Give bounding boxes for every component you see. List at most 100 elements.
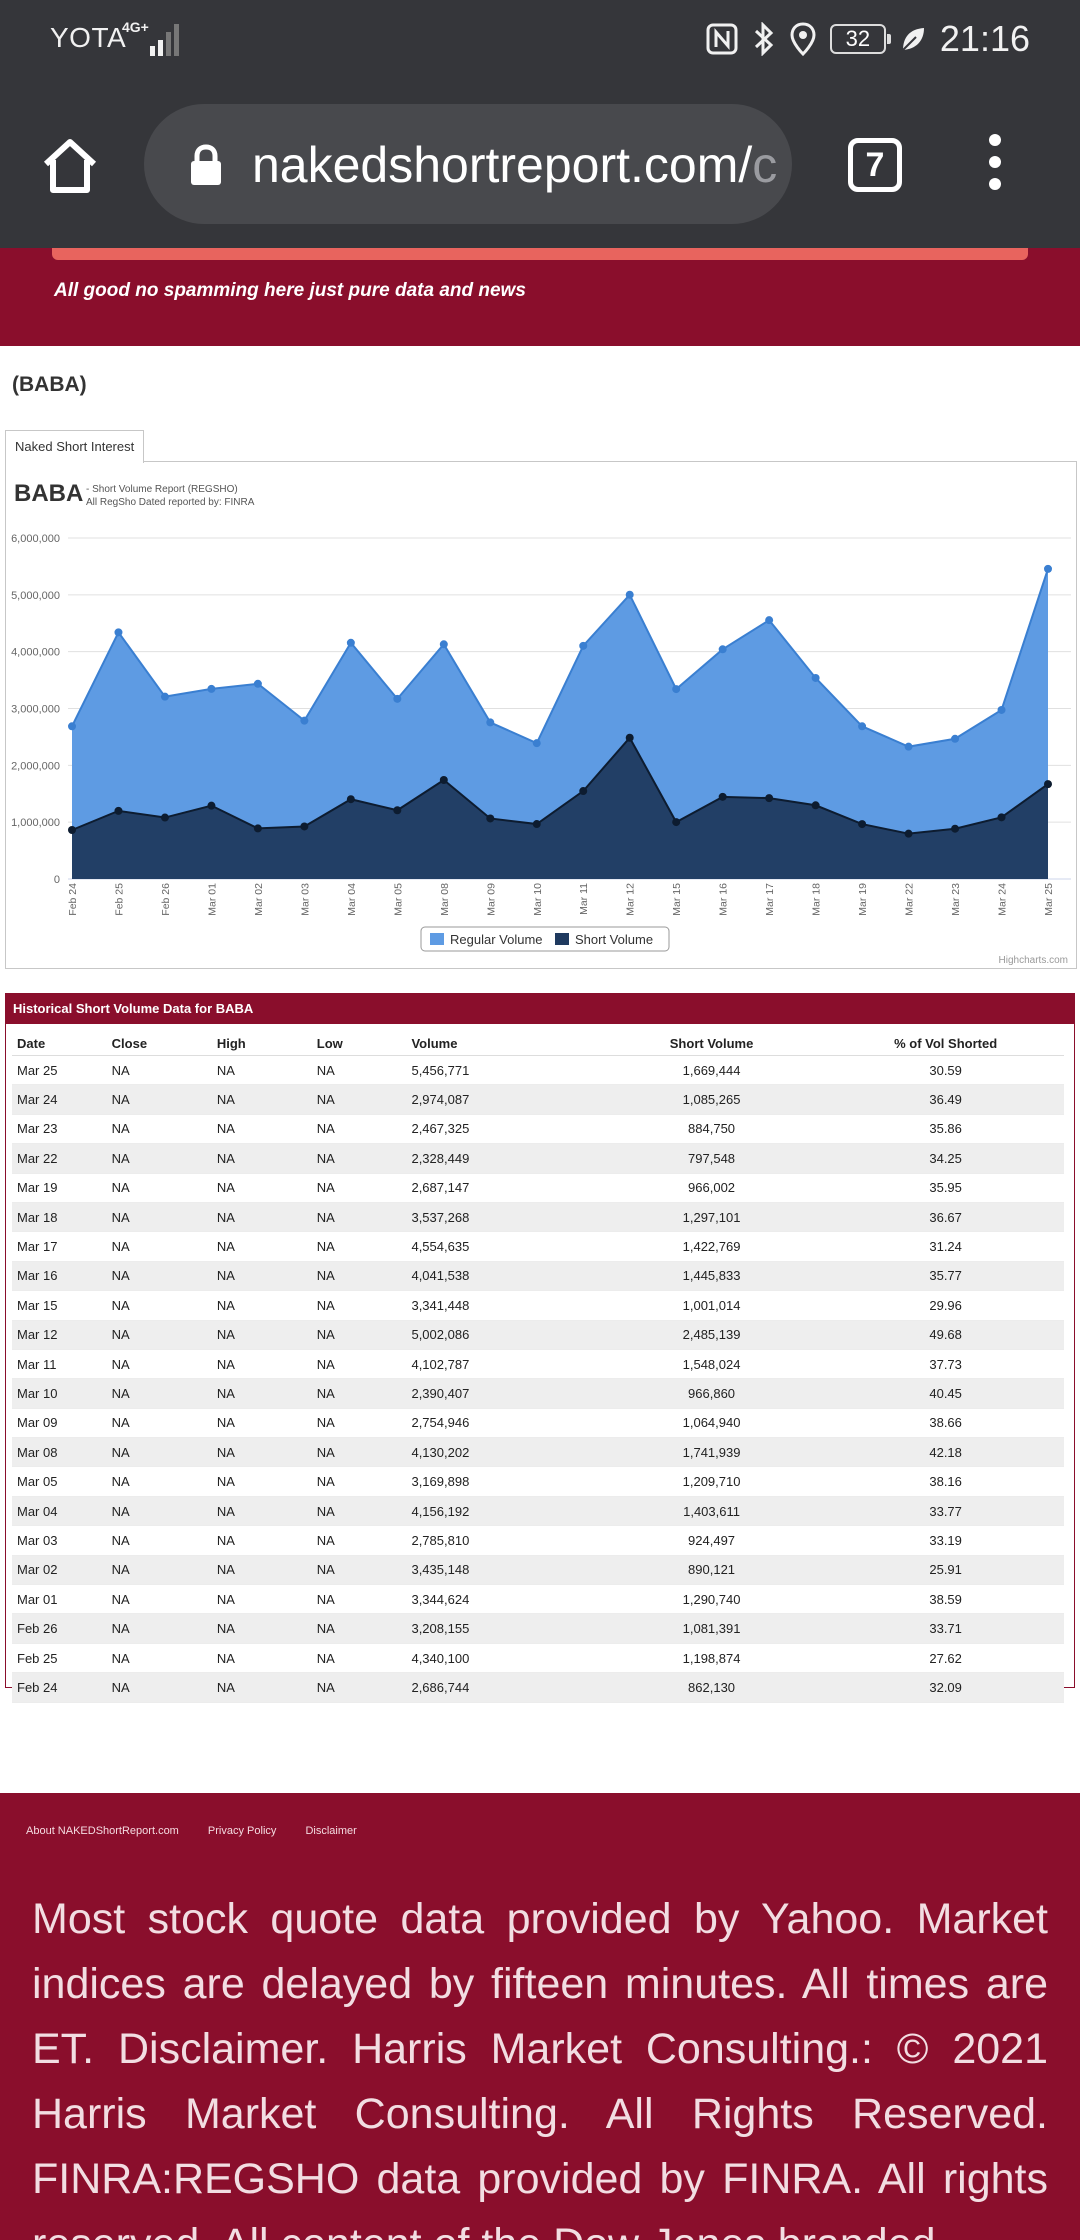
cell-low: NA — [311, 1672, 407, 1703]
short-volume-point[interactable] — [160, 813, 169, 822]
volume-chart: BABA - Short Volume Report (REGSHO) All … — [11, 480, 1071, 966]
cell-short-volume: 1,669,444 — [595, 1055, 828, 1086]
cell-low: NA — [311, 1496, 407, 1527]
cell-pct-shorted: 38.66 — [827, 1408, 1064, 1439]
regular-volume-point[interactable] — [207, 684, 216, 693]
short-volume-point[interactable] — [300, 822, 309, 831]
cell-volume: 3,208,155 — [406, 1613, 596, 1644]
short-volume-point[interactable] — [951, 824, 960, 833]
short-volume-point[interactable] — [765, 794, 774, 803]
x-tick-label: Mar 19 — [857, 883, 869, 916]
short-volume-point[interactable] — [486, 814, 495, 823]
cell-date: Feb 26 — [12, 1613, 107, 1644]
cell-low: NA — [311, 1143, 407, 1174]
cell-volume: 2,785,810 — [406, 1525, 596, 1556]
address-bar[interactable]: nakedshortreport.com/c — [144, 104, 792, 224]
cell-short-volume: 1,297,101 — [595, 1202, 828, 1233]
regular-volume-point[interactable] — [997, 705, 1006, 714]
short-volume-point[interactable] — [625, 733, 634, 742]
regular-volume-point[interactable] — [904, 742, 913, 751]
cell-close: NA — [106, 1290, 212, 1321]
y-tick-label: 0 — [54, 874, 60, 886]
regular-volume-point[interactable] — [300, 716, 309, 725]
regular-volume-point[interactable] — [765, 616, 774, 625]
short-volume-point[interactable] — [997, 813, 1006, 822]
cell-date: Mar 09 — [12, 1408, 107, 1439]
short-volume-point[interactable] — [579, 787, 588, 796]
short-volume-point[interactable] — [718, 792, 727, 801]
regular-volume-point[interactable] — [672, 685, 681, 694]
regular-volume-point[interactable] — [858, 722, 867, 731]
cell-high: NA — [211, 1231, 312, 1262]
table-row: Mar 01 NA NA NA 3,344,624 1,290,740 38.59 — [12, 1584, 1064, 1615]
regular-volume-point[interactable] — [393, 694, 402, 703]
x-tick-label: Mar 18 — [811, 883, 823, 916]
regular-volume-point[interactable] — [68, 722, 76, 731]
banner-tagline: All good no spamming here just pure data… — [54, 280, 526, 301]
regular-volume-point[interactable] — [253, 679, 262, 688]
short-volume-point[interactable] — [811, 801, 820, 810]
tab-naked-short-interest[interactable]: Naked Short Interest — [5, 430, 145, 463]
footer-link-about[interactable]: About NAKEDShortReport.com — [26, 1825, 179, 1837]
cell-date: Mar 18 — [12, 1202, 107, 1233]
footer-disclaimer-text: Most stock quote data provided by Yahoo.… — [32, 1895, 1048, 2240]
regular-volume-point[interactable] — [579, 641, 588, 650]
regular-volume-point[interactable] — [532, 739, 541, 748]
cell-low: NA — [311, 1643, 407, 1674]
regular-volume-point[interactable] — [1044, 564, 1052, 573]
cell-low: NA — [311, 1466, 407, 1497]
home-icon[interactable] — [38, 134, 102, 198]
regular-volume-point[interactable] — [114, 628, 123, 637]
regular-volume-point[interactable] — [160, 692, 169, 701]
short-volume-point[interactable] — [393, 806, 402, 815]
cell-low: NA — [311, 1320, 407, 1350]
regular-volume-point[interactable] — [718, 645, 727, 654]
cell-pct-shorted: 42.18 — [827, 1437, 1064, 1468]
cell-date: Mar 25 — [12, 1055, 107, 1086]
regular-volume-point[interactable] — [439, 640, 448, 649]
short-volume-point[interactable] — [207, 801, 216, 810]
short-volume-point[interactable] — [114, 806, 123, 815]
cell-close: NA — [106, 1055, 212, 1086]
short-volume-point[interactable] — [532, 820, 541, 829]
footer-link-disclaimer[interactable]: Disclaimer — [305, 1825, 357, 1837]
regular-volume-point[interactable] — [951, 734, 960, 743]
short-volume-point[interactable] — [1044, 780, 1052, 789]
short-volume-point[interactable] — [904, 829, 913, 838]
y-tick-label: 1,000,000 — [11, 817, 60, 829]
cell-close: NA — [106, 1496, 212, 1527]
regular-volume-point[interactable] — [486, 718, 495, 727]
chart-credit[interactable]: Highcharts.com — [999, 955, 1068, 966]
cell-volume: 2,328,449 — [406, 1143, 596, 1174]
cell-close: NA — [106, 1173, 212, 1203]
short-volume-line — [71, 736, 1049, 835]
cell-close: NA — [106, 1378, 212, 1409]
regular-volume-point[interactable] — [811, 673, 820, 682]
lock-icon — [191, 144, 221, 185]
cell-pct-shorted: 38.59 — [827, 1584, 1064, 1615]
footer-link-privacy[interactable]: Privacy Policy — [207, 1825, 277, 1837]
cell-high: NA — [211, 1290, 312, 1321]
tab-switcher-button[interactable]: 7 — [848, 138, 902, 192]
cell-date: Mar 12 — [12, 1320, 107, 1350]
cell-pct-shorted: 35.86 — [827, 1114, 1064, 1145]
short-volume-point[interactable] — [253, 824, 262, 833]
cell-pct-shorted: 32.09 — [827, 1672, 1064, 1703]
col-low: Low — [311, 1031, 407, 1056]
chart-subtitle-line1: - Short Volume Report (REGSHO) — [86, 484, 238, 495]
more-options-icon[interactable] — [980, 134, 1010, 198]
legend-short-volume[interactable]: Short Volume — [575, 932, 653, 947]
cell-low: NA — [311, 1084, 407, 1115]
cell-close: NA — [106, 1466, 212, 1497]
short-volume-point[interactable] — [439, 775, 448, 784]
tab-count: 7 — [865, 145, 885, 184]
short-volume-point[interactable] — [68, 826, 76, 835]
short-volume-point[interactable] — [346, 795, 355, 804]
regular-volume-point[interactable] — [625, 590, 634, 599]
regular-volume-point[interactable] — [346, 638, 355, 647]
short-volume-point[interactable] — [672, 818, 681, 827]
chart-subtitle-line2: All RegSho Dated reported by: FINRA — [86, 497, 255, 508]
short-volume-point[interactable] — [858, 820, 867, 829]
legend-regular-volume[interactable]: Regular Volume — [450, 932, 543, 947]
cell-date: Mar 11 — [12, 1349, 107, 1380]
